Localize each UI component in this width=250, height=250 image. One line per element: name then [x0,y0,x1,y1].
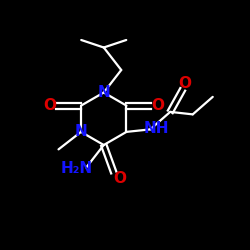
Text: NH: NH [144,121,169,136]
Text: N: N [98,85,110,100]
Text: O: O [43,98,56,113]
Text: N: N [75,124,88,139]
Text: O: O [179,76,192,90]
Text: O: O [151,98,164,113]
Text: H₂N: H₂N [60,161,92,176]
Text: O: O [114,171,126,186]
